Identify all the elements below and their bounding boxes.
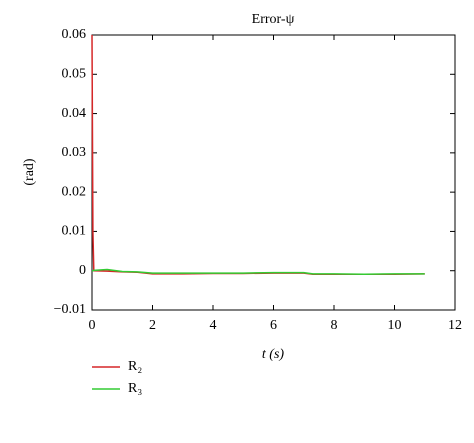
y-tick-label: 0.03 — [62, 145, 87, 160]
y-tick-label: 0.04 — [62, 106, 87, 121]
y-tick-label: 0 — [79, 263, 86, 278]
legend-label: R₃ — [128, 381, 142, 396]
x-axis-label: t (s) — [262, 347, 285, 362]
x-tick-label: 0 — [89, 318, 96, 333]
plot-frame — [91, 34, 456, 311]
y-tick-label: 0.02 — [62, 184, 87, 199]
series-line — [92, 268, 425, 276]
legend-label: R₂ — [128, 359, 142, 374]
chart-title: Error-ψ — [252, 12, 295, 27]
x-tick-label: 8 — [331, 318, 338, 333]
y-axis-label: (rad) — [22, 158, 37, 186]
y-tick-label: 0.05 — [62, 67, 87, 82]
series-line — [91, 34, 425, 275]
x-tick-label: 12 — [448, 318, 462, 333]
x-tick-label: 10 — [388, 318, 402, 333]
x-tick-label: 6 — [270, 318, 277, 333]
y-tick-label: −0.01 — [54, 302, 86, 317]
y-tick-label: 0.01 — [62, 224, 87, 239]
y-tick-label: 0.06 — [62, 27, 87, 42]
x-tick-label: 4 — [210, 318, 217, 333]
x-tick-label: 2 — [149, 318, 156, 333]
